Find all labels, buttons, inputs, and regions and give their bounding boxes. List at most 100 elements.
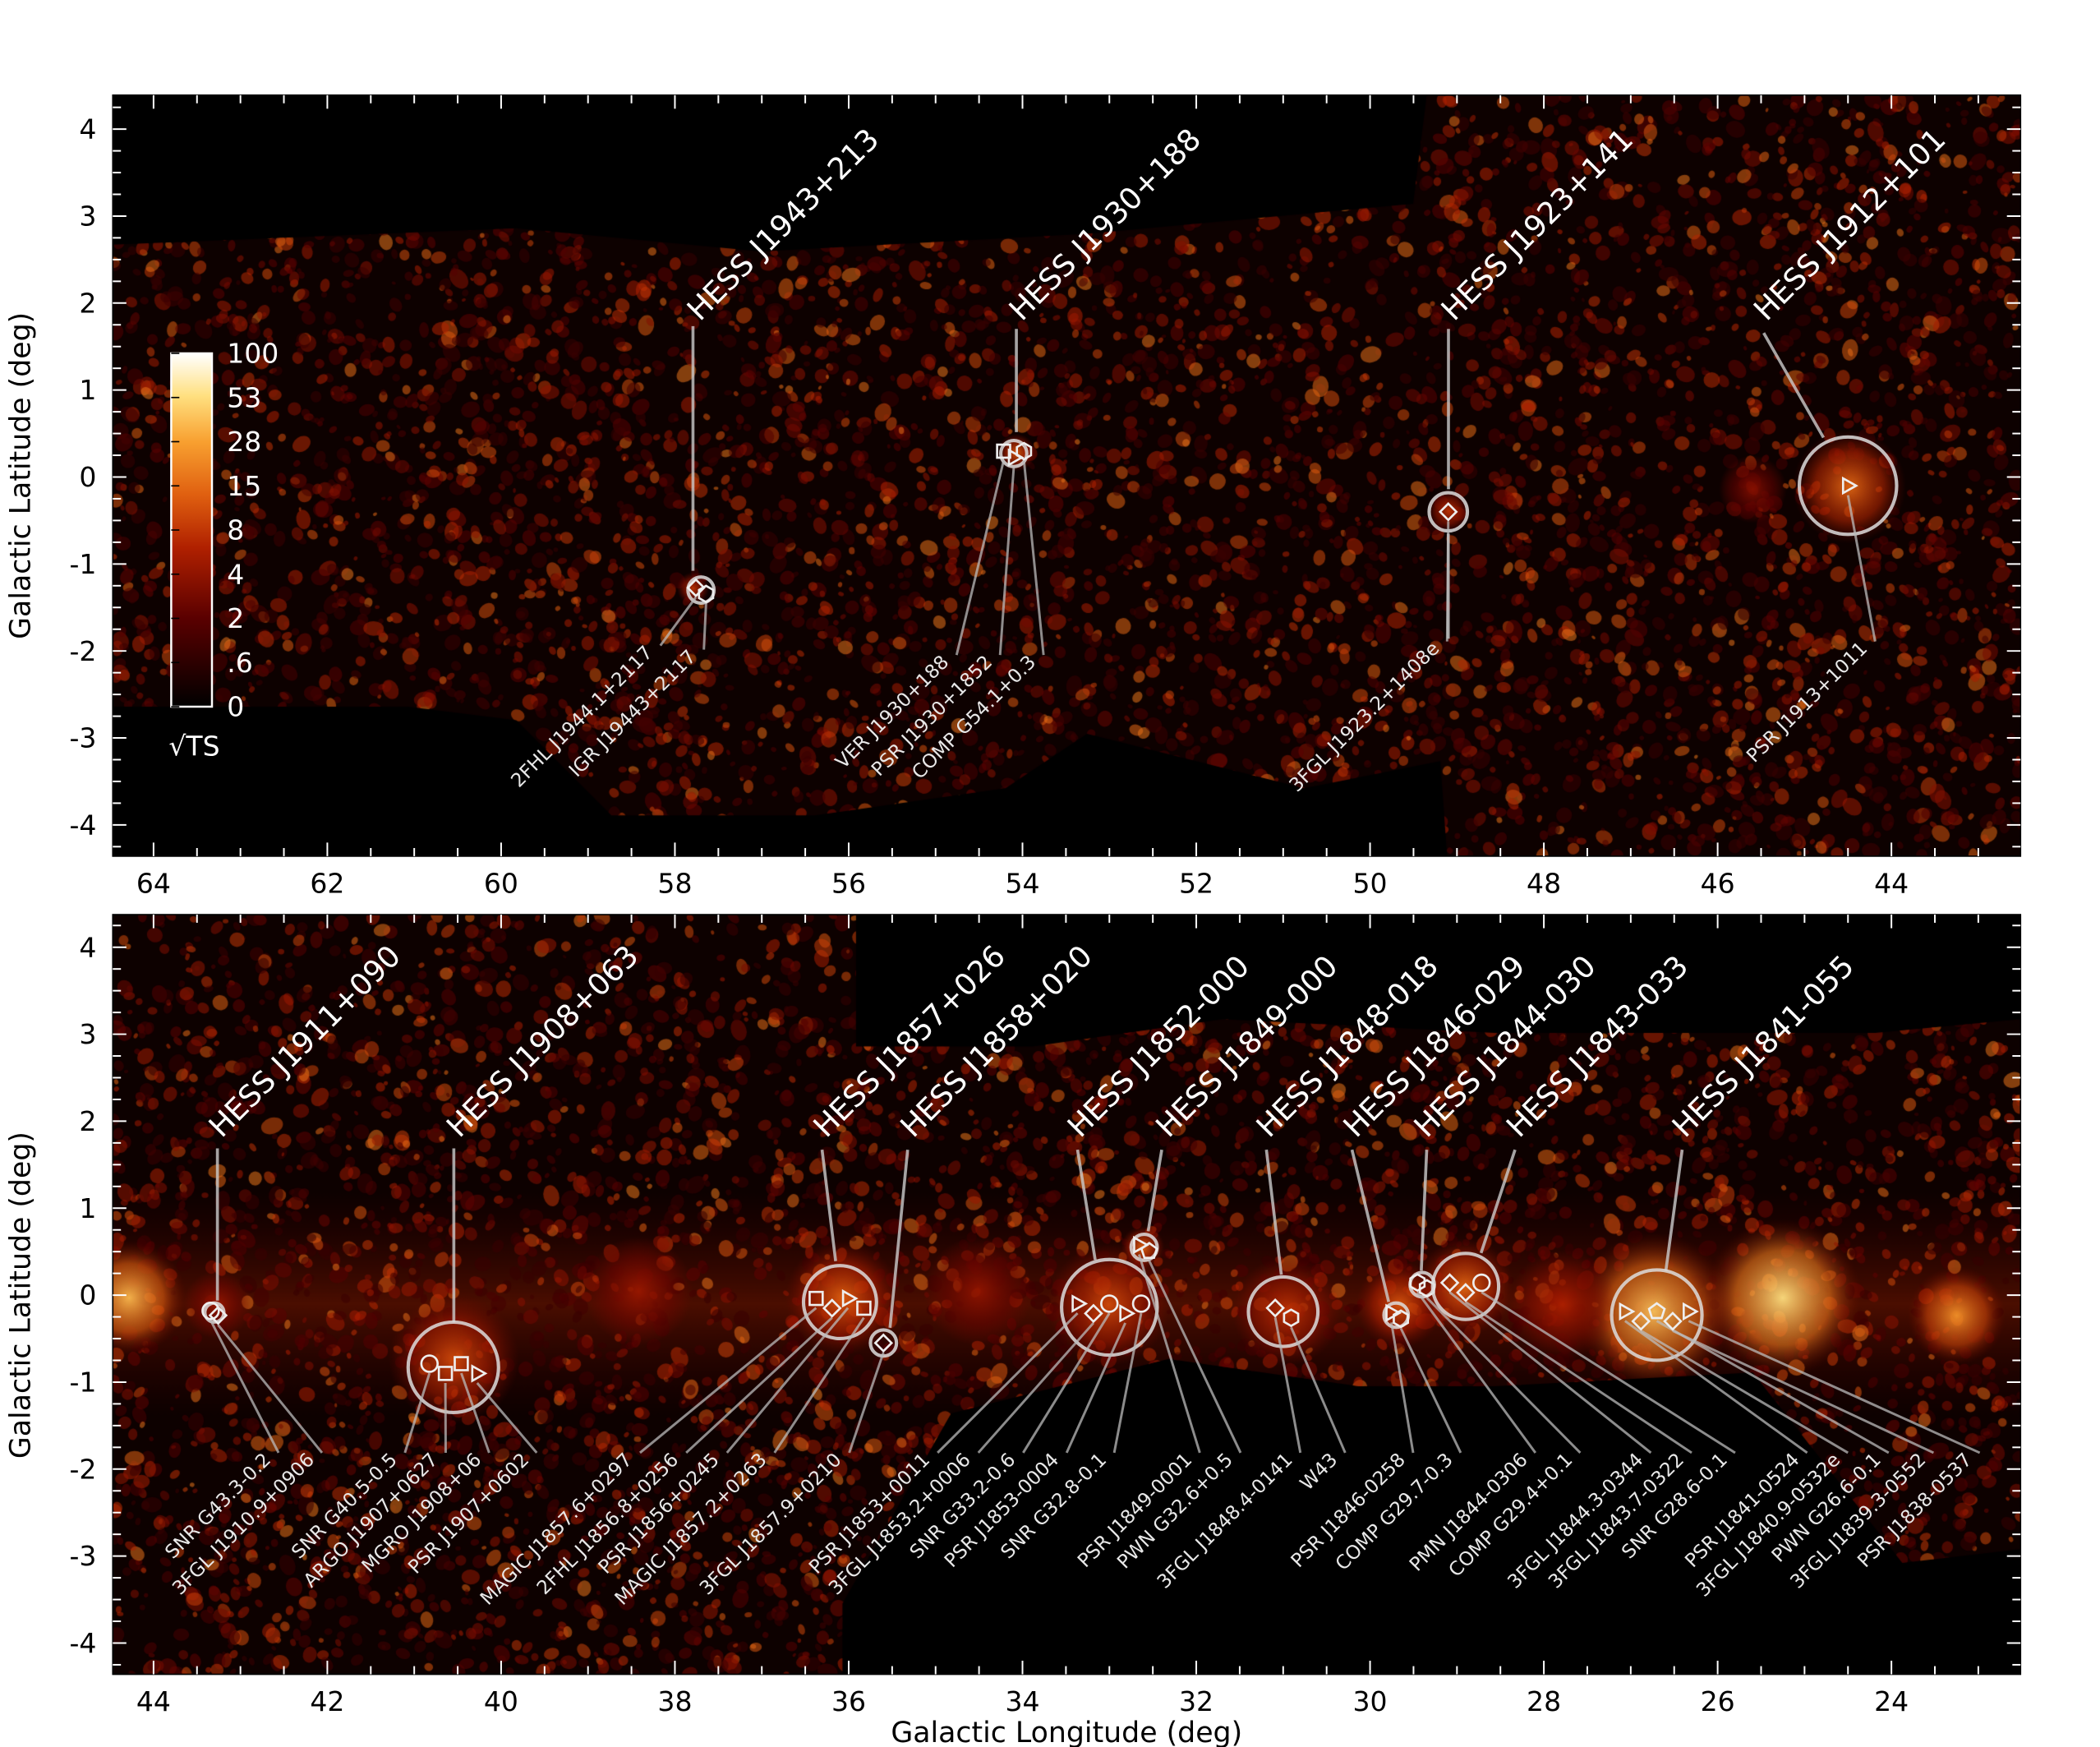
counterpart-pointer-line <box>1624 1320 1808 1454</box>
y-tick-label: -1 <box>69 548 96 580</box>
counterpart-pointer-line <box>1846 495 1877 642</box>
hess-source-label: HESS J1841-055 <box>1665 948 1861 1144</box>
y-tick-label: 0 <box>79 461 96 493</box>
x-tick-label: 64 <box>136 868 171 900</box>
source-extent-circle <box>1797 435 1899 537</box>
counterpart-pointer-line <box>1065 1322 1126 1454</box>
square-marker-icon <box>808 1290 824 1307</box>
counterpart-pointer-line <box>403 1372 431 1454</box>
triangle-marker-icon <box>471 1364 488 1383</box>
counterpart-pointer-line <box>1640 1330 1849 1454</box>
hexagon-marker-icon <box>1283 1308 1300 1328</box>
square-marker-icon <box>856 1300 872 1316</box>
diamond-marker-icon <box>1631 1311 1651 1331</box>
y-tick-label: 2 <box>79 287 96 319</box>
panel-bottom: 44 42 40 38 36 34 32 30 28 26 2443210-1-2-3-4HESS … <box>69 914 2022 1717</box>
x-tick-label: 32 <box>1179 1685 1213 1717</box>
counterpart-pointer-line <box>639 1307 817 1454</box>
hess-source-label: HESS J1930+188 <box>1002 122 1209 328</box>
x-tick-label: 50 <box>1353 868 1388 900</box>
colorbar-tick-label: 4 <box>227 558 244 590</box>
counterpart-pointer-line <box>1481 1291 1736 1454</box>
x-axis-title: Galactic Longitude (deg) <box>891 1717 1242 1747</box>
counterpart-pointer-line <box>998 467 1015 656</box>
counterpart-pointer-line <box>1416 1291 1537 1454</box>
y-tick-label: -1 <box>69 1367 96 1399</box>
source-extent-circle <box>1060 1257 1159 1357</box>
source-extent-circle <box>999 438 1029 468</box>
counterpart-pointer-line <box>1112 1312 1143 1454</box>
counterpart-pointer-line <box>460 1372 490 1454</box>
source-extent-circle <box>406 1320 500 1415</box>
x-tick-label: 24 <box>1874 1685 1909 1717</box>
y-tick-label: -2 <box>69 1453 96 1485</box>
source-extent-circle <box>1430 1251 1501 1321</box>
diamond-marker-icon <box>686 578 706 598</box>
colorbar-tick-label: 28 <box>227 426 261 458</box>
source-pointer-line <box>1075 1149 1097 1261</box>
counterpart-pointer-line <box>977 1321 1095 1454</box>
hexagon-marker-icon <box>1409 1273 1426 1293</box>
x-tick-label: 46 <box>1701 868 1735 900</box>
circle-marker-icon <box>1100 1294 1119 1313</box>
hess-source-label: HESS J1908+063 <box>440 938 646 1145</box>
circle-marker-icon <box>1131 1294 1151 1313</box>
counterpart-pointer-line <box>1390 1322 1415 1454</box>
counterpart-pointer-line <box>1656 1320 1890 1454</box>
y-tick-label: 4 <box>79 931 96 963</box>
y-tick-label: 3 <box>79 1018 96 1050</box>
counterpart-pointer-line <box>725 1307 850 1454</box>
counterpart-pointer-line <box>1445 521 1450 642</box>
source-extent-circle <box>1129 1232 1159 1262</box>
source-pointer-line <box>1146 1149 1163 1232</box>
counterpart-pointer-line <box>685 1316 833 1454</box>
counterpart-pointer-line <box>1022 1312 1111 1454</box>
triangle-marker-icon <box>1682 1302 1699 1321</box>
source-extent-circle <box>801 1264 878 1341</box>
x-tick-label: 38 <box>657 1685 692 1717</box>
counterpart-pointer-line <box>1022 460 1045 656</box>
diamond-marker-icon <box>1084 1303 1103 1324</box>
counterpart-pointer-line <box>955 460 1006 656</box>
triangle-marker-icon <box>1841 476 1858 496</box>
counterpart-pointer-line <box>210 1320 280 1454</box>
hexagon-marker-icon <box>1015 441 1033 461</box>
counterpart-label: W43 <box>1296 1450 1342 1495</box>
y-axis-title-top: Galactic Latitude (deg) <box>4 312 37 639</box>
source-pointer-line <box>1264 1149 1283 1275</box>
colorbar: 100 53 28 15 8 4 2 .6 0 √TS <box>168 338 279 763</box>
y-tick-label: -4 <box>69 1627 96 1659</box>
x-tick-label: 30 <box>1353 1685 1388 1717</box>
diamond-marker-icon <box>1663 1311 1683 1331</box>
y-tick-label: 1 <box>79 374 96 406</box>
colorbar-tick-label: 8 <box>227 514 244 546</box>
counterpart-pointer-line <box>1448 1291 1652 1454</box>
triangle-marker-icon <box>1119 1304 1136 1323</box>
counterpart-pointer-line <box>217 1324 324 1454</box>
hess-source-label: HESS J1923+141 <box>1435 122 1641 328</box>
y-tick-label: 2 <box>79 1105 96 1137</box>
square-marker-icon <box>437 1366 454 1381</box>
diamond-marker-icon <box>208 1305 228 1325</box>
x-tick-label: 42 <box>310 1685 344 1717</box>
x-tick-label: 58 <box>657 868 692 900</box>
triangle-marker-icon <box>841 1288 859 1308</box>
y-tick-label: 1 <box>79 1192 96 1224</box>
counterpart-pointer-line <box>1399 1327 1462 1454</box>
counterpart-label: 3FGL J1923.2+1408e <box>1286 638 1444 796</box>
x-tick-label: 62 <box>310 868 344 900</box>
colorbar-tick-label: 53 <box>227 381 261 413</box>
x-tick-label: 34 <box>1005 1685 1039 1717</box>
y-tick-label: 3 <box>79 201 96 233</box>
hess-source-label: HESS J1912+101 <box>1747 122 1953 328</box>
pentagon-marker-icon <box>1140 1242 1158 1259</box>
source-pointer-line <box>888 1149 910 1328</box>
source-pointer-line <box>1762 332 1826 439</box>
diamond-marker-icon <box>1439 1273 1460 1293</box>
panel-frame <box>112 94 2022 857</box>
x-tick-label: 54 <box>1005 868 1039 900</box>
x-tick-label: 40 <box>484 1685 518 1717</box>
